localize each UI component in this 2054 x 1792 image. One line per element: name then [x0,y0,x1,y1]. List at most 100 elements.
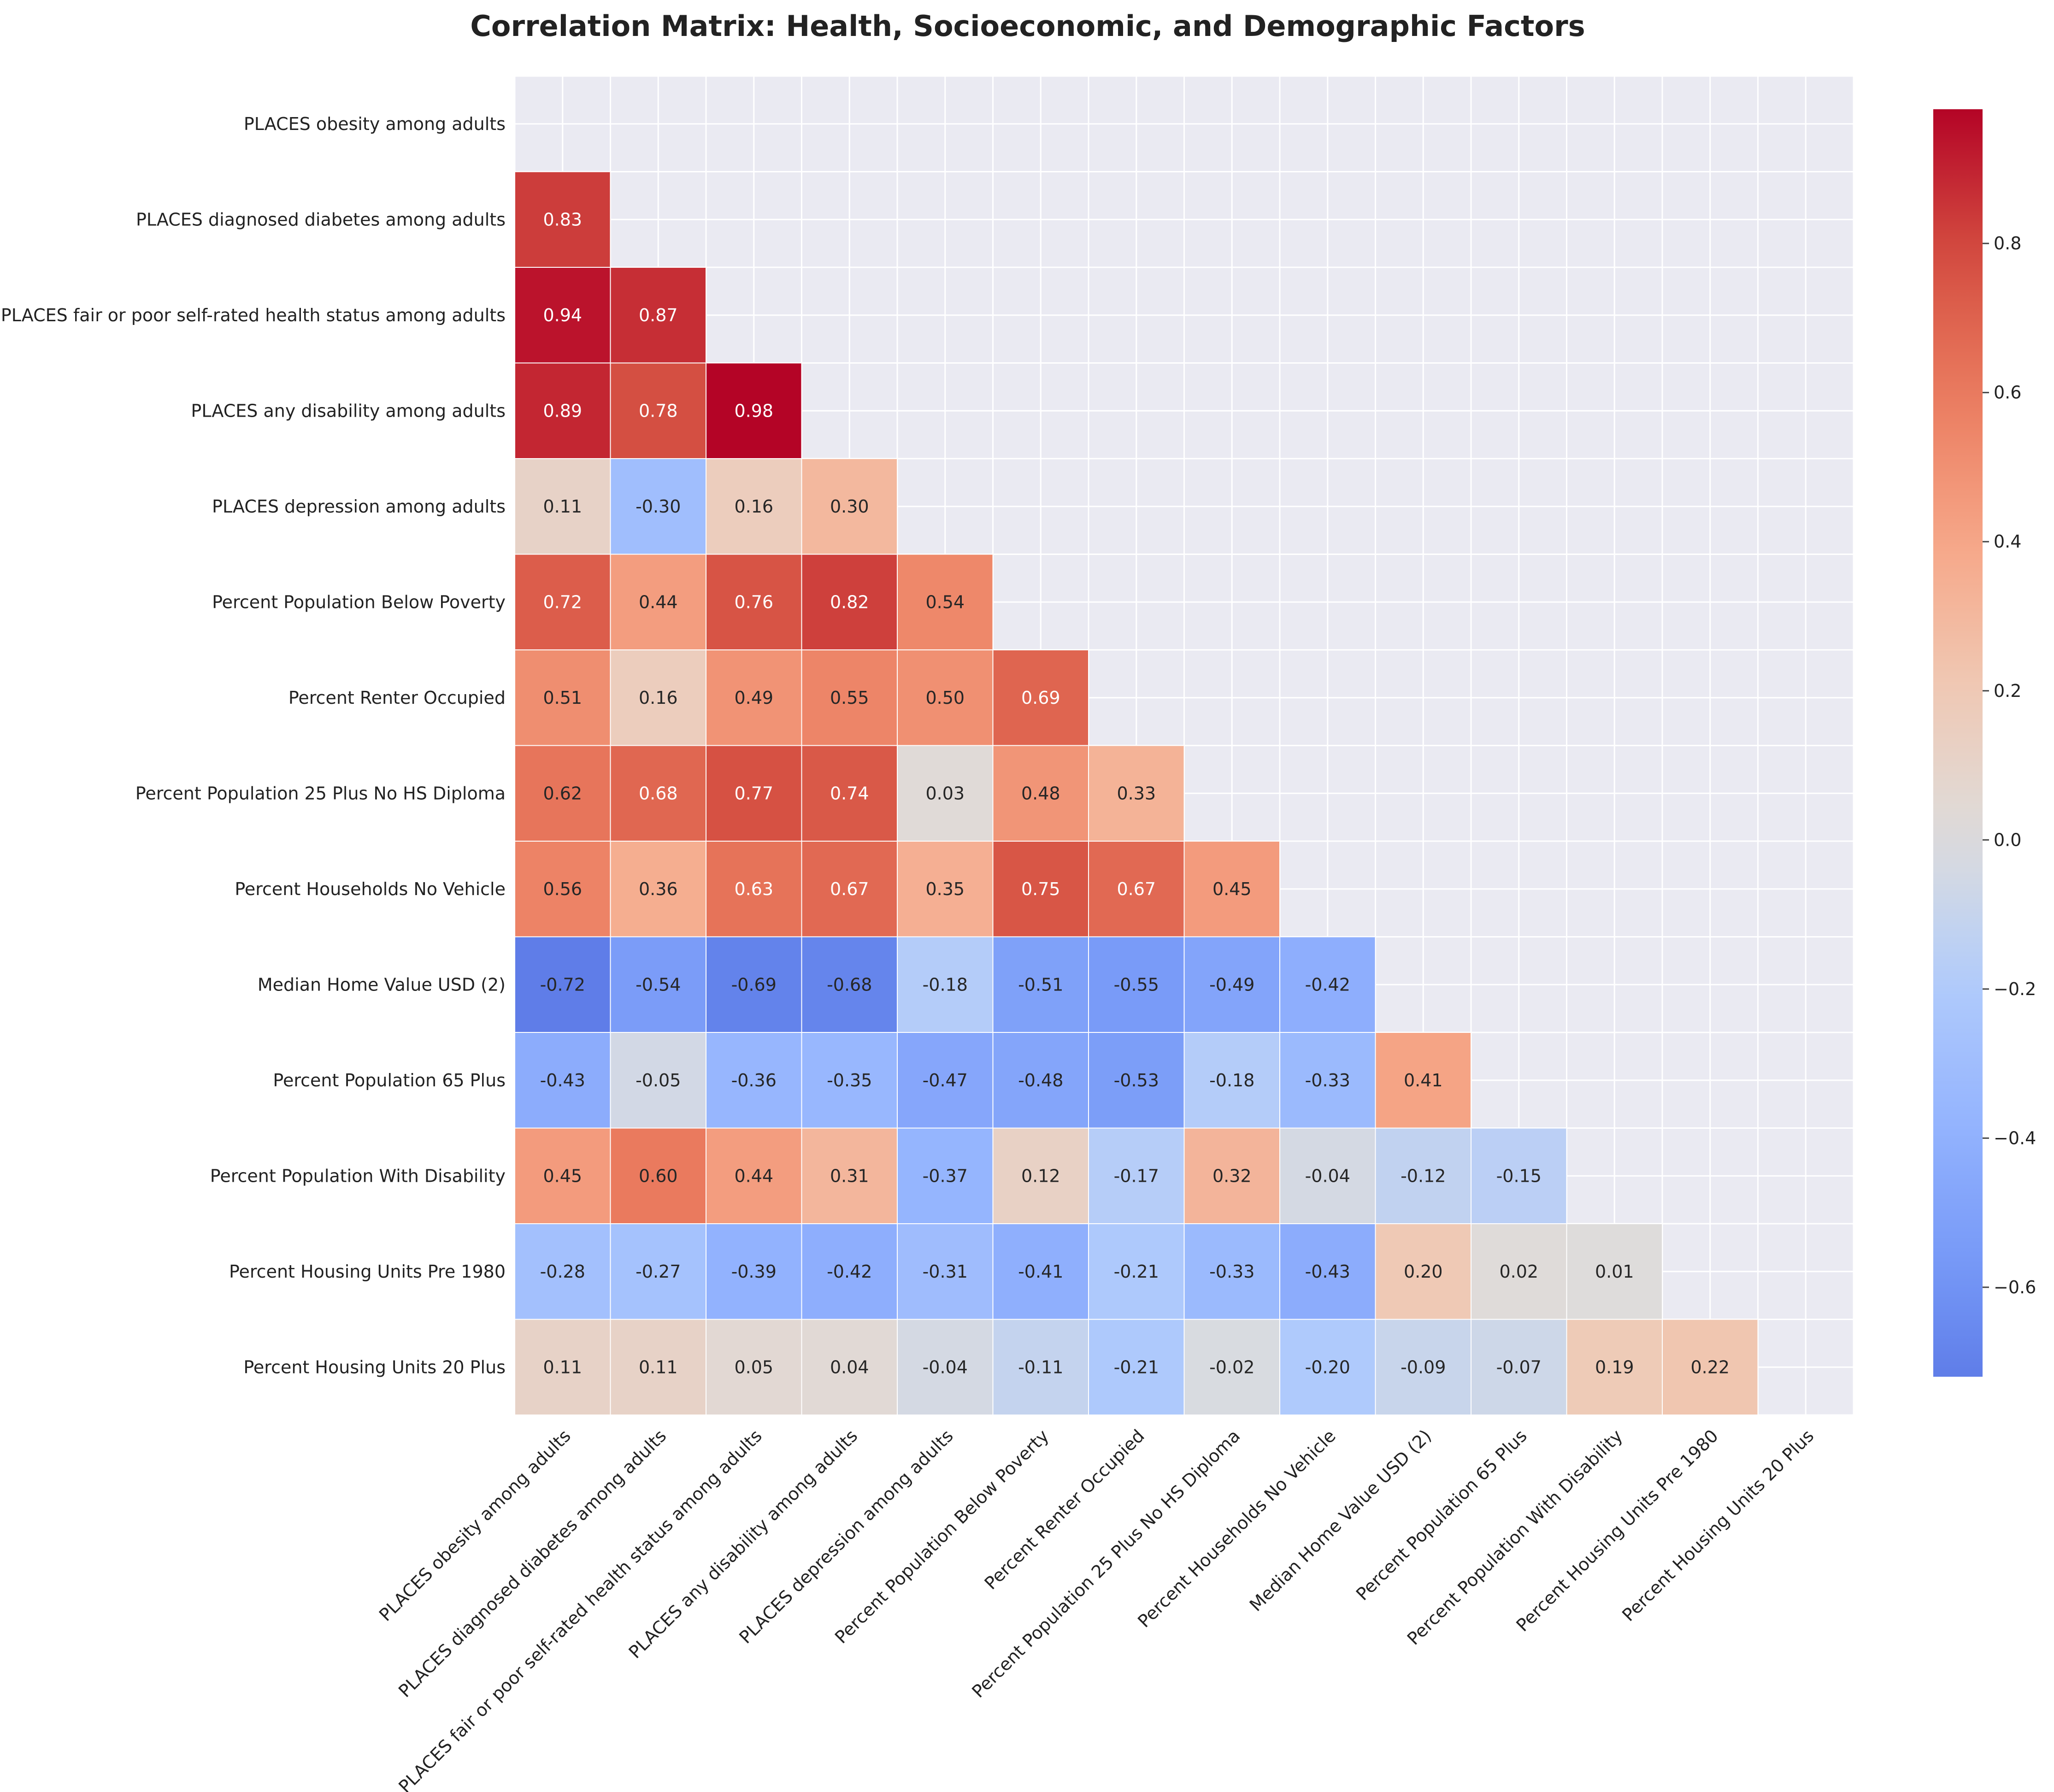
heatmap-cell[interactable] [801,458,898,555]
heatmap-cell[interactable] [706,362,802,459]
cell-value-label: 0.02 [1499,1261,1538,1282]
cell-value-label: 0.67 [830,879,869,899]
heatmap-cell[interactable] [1471,1223,1567,1320]
heatmap-cell[interactable] [801,554,898,650]
heatmap-cell[interactable] [992,649,1089,746]
cell-value-label: 0.94 [543,305,582,325]
cell-value-label: -0.18 [1209,1070,1254,1091]
heatmap-cell[interactable] [514,267,611,364]
heatmap-cell[interactable] [1088,1319,1185,1415]
column-label: Percent Population With Disability [1403,1426,1627,1649]
heatmap-cell[interactable] [897,936,994,1033]
heatmap-cell[interactable] [992,1223,1089,1320]
heatmap-cell[interactable] [610,362,706,459]
heatmap-cell[interactable] [1375,1319,1471,1415]
heatmap-cell[interactable] [1375,1223,1471,1320]
heatmap-cell[interactable] [610,1032,706,1129]
heatmap-cell[interactable] [610,1319,706,1415]
heatmap-cell[interactable] [1088,1032,1185,1129]
heatmap-cell[interactable] [897,745,994,842]
heatmap-cell[interactable] [610,936,706,1033]
heatmap-cell[interactable] [706,1223,802,1320]
cell-value-label: -0.04 [923,1357,968,1377]
cell-value-label: 0.44 [639,592,678,612]
heatmap-cell[interactable] [514,745,611,842]
heatmap-cell[interactable] [610,745,706,842]
heatmap-cell[interactable] [897,554,994,650]
heatmap-cell[interactable] [514,171,611,268]
heatmap-cell[interactable] [610,1127,706,1224]
heatmap-cell[interactable] [1183,1319,1280,1415]
heatmap-cell[interactable] [992,1319,1089,1415]
heatmap-cell[interactable] [1566,1319,1663,1415]
heatmap-cell[interactable] [1279,1032,1376,1129]
heatmap-cell[interactable] [1183,1032,1280,1129]
row-label: Percent Population 25 Plus No HS Diploma [135,783,506,803]
heatmap-cell[interactable] [1279,936,1376,1033]
heatmap-cell[interactable] [610,841,706,937]
heatmap-cell[interactable] [1088,841,1185,937]
row-label: Percent Renter Occupied [288,688,506,708]
heatmap-cell[interactable] [514,649,611,746]
heatmap-cell[interactable] [1088,1223,1185,1320]
cell-value-label: 0.33 [1117,783,1156,803]
heatmap-cell[interactable] [801,1032,898,1129]
heatmap-cell[interactable] [1662,1319,1759,1415]
heatmap-cell[interactable] [706,1319,802,1415]
heatmap-cell[interactable] [706,649,802,746]
cell-value-label: -0.15 [1496,1166,1542,1186]
cell-value-label: -0.53 [1114,1070,1159,1091]
cell-value-label: 0.62 [543,783,582,803]
cell-value-label: -0.02 [1209,1357,1254,1377]
column-label: Percent Housing Units 20 Plus [1618,1426,1818,1625]
heatmap-cell[interactable] [706,936,802,1033]
heatmap-cell[interactable] [897,1223,994,1320]
column-label: Median Home Value USD (2) [1246,1426,1436,1615]
heatmap-cell[interactable] [1183,1223,1280,1320]
heatmap-cell[interactable] [897,649,994,746]
heatmap-cell[interactable] [514,1223,611,1320]
heatmap-cell[interactable] [992,1032,1089,1129]
heatmap-cell[interactable] [706,745,802,842]
heatmap-cell[interactable] [801,1319,898,1415]
heatmap-cell[interactable] [1471,1127,1567,1224]
heatmap-cell[interactable] [1279,1223,1376,1320]
heatmap-cell[interactable] [514,554,611,650]
heatmap-cell[interactable] [514,1127,611,1224]
cell-value-label: -0.27 [636,1261,681,1282]
heatmap-cell[interactable] [1183,936,1280,1033]
heatmap-cell[interactable] [801,649,898,746]
heatmap-cell[interactable] [1279,1319,1376,1415]
cell-value-label: 0.48 [1021,783,1060,803]
heatmap-cell[interactable] [706,1032,802,1129]
heatmap-cell[interactable] [1088,936,1185,1033]
heatmap-cell[interactable] [514,1032,611,1129]
heatmap-cell[interactable] [1471,1319,1567,1415]
heatmap-cell[interactable] [1183,1127,1280,1224]
cell-value-label: -0.21 [1114,1261,1159,1282]
colorbar-tick-label: 0.8 [1994,233,2021,253]
heatmap-cell[interactable] [514,458,611,555]
heatmap-cell[interactable] [801,1223,898,1320]
heatmap-cell[interactable] [706,554,802,650]
heatmap-cell[interactable] [992,841,1089,937]
heatmap-cell[interactable] [514,362,611,459]
cell-value-label: -0.68 [827,974,872,995]
cell-value-label: -0.36 [731,1070,777,1091]
heatmap-cell[interactable] [897,841,994,937]
column-label: Percent Renter Occupied [981,1426,1148,1593]
heatmap-cell[interactable] [610,267,706,364]
heatmap-cell[interactable] [897,1127,994,1224]
cell-value-label: -0.37 [923,1166,968,1186]
heatmap-cell[interactable] [706,458,802,555]
heatmap-cell[interactable] [514,1319,611,1415]
heatmap-cell[interactable] [1375,1032,1471,1129]
heatmap-cell[interactable] [1088,1127,1185,1224]
heatmap-cell[interactable] [992,1127,1089,1224]
heatmap-cell[interactable] [801,1127,898,1224]
heatmap-cell[interactable] [610,554,706,650]
heatmap-cell[interactable] [897,1319,994,1415]
cell-value-label: 0.35 [925,879,965,899]
cell-value-label: 0.11 [543,1357,582,1377]
cell-value-label: 0.54 [925,592,965,612]
